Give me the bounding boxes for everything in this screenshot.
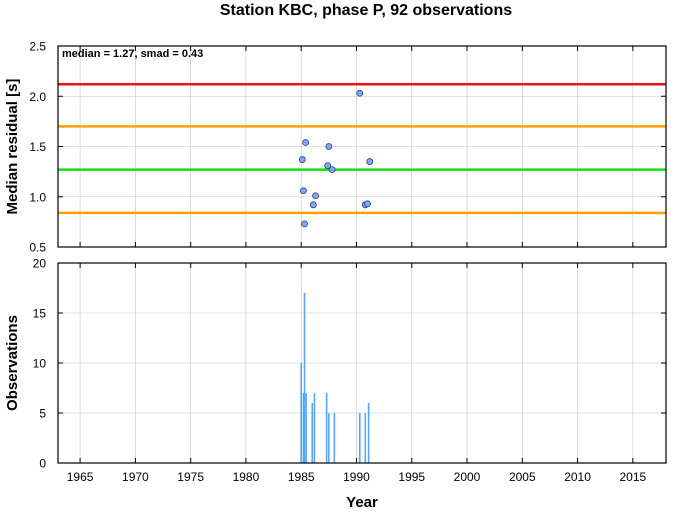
x-tick-label: 2005 xyxy=(509,470,536,484)
histogram-bar xyxy=(305,393,307,463)
x-tick-label: 2000 xyxy=(454,470,481,484)
data-point xyxy=(300,187,307,195)
x-tick-label: 2010 xyxy=(564,470,591,484)
chart-title: Station KBC, phase P, 92 observations xyxy=(220,2,512,19)
histogram-bar xyxy=(302,393,305,463)
y-tick-label: 2.0 xyxy=(29,90,46,104)
histogram-bar xyxy=(300,363,302,463)
x-tick-label: 1990 xyxy=(343,470,370,484)
x-tick-label: 1985 xyxy=(288,470,315,484)
x-tick-label: 1995 xyxy=(398,470,425,484)
data-point xyxy=(309,201,317,209)
x-tick-label: 1970 xyxy=(122,470,149,484)
y-tick-label: 1.0 xyxy=(29,190,46,204)
y-tick-label: 0 xyxy=(39,457,46,471)
histogram-bar xyxy=(364,413,367,463)
y-axis-label: Observations xyxy=(4,315,21,411)
histogram-bar xyxy=(303,293,306,463)
histogram-bar xyxy=(333,413,336,463)
data-point xyxy=(356,89,364,97)
y-tick-label: 20 xyxy=(33,257,47,271)
stats-annotation: median = 1.27, smad = 0.43 xyxy=(62,48,203,60)
y-tick-label: 15 xyxy=(33,307,47,321)
y-tick-label: 5 xyxy=(39,407,46,421)
data-point xyxy=(328,166,336,174)
data-point xyxy=(302,139,310,146)
y-tick-label: 0.5 xyxy=(29,241,46,255)
y-tick-label: 1.5 xyxy=(29,140,46,154)
data-point xyxy=(298,156,306,163)
x-tick-label: 2015 xyxy=(619,470,646,484)
histogram-bar xyxy=(358,413,361,463)
x-tick-label: 1980 xyxy=(233,470,260,484)
histogram-bar xyxy=(325,393,328,463)
histogram-bar xyxy=(313,393,316,463)
top-panel: 0.5 1.0 1.5 2.0 2.5 Median residual [s] median… xyxy=(4,40,667,255)
y-axis-label: Median residual [s] xyxy=(4,79,21,215)
data-point xyxy=(301,220,308,228)
x-tick-label: 1975 xyxy=(177,470,204,484)
y-tick-label: 2.5 xyxy=(29,40,46,54)
data-point xyxy=(312,192,319,200)
bottom-panel: 1965 1970 1975 1980 1985 1990 1995 2000 2005 2010… xyxy=(4,257,667,484)
x-tick-label: 1965 xyxy=(67,470,94,484)
plot-frame xyxy=(57,262,667,464)
data-point xyxy=(364,200,371,208)
histogram-bar xyxy=(311,403,314,463)
plot-frame xyxy=(57,45,667,248)
y-tick-label: 10 xyxy=(33,357,47,371)
histogram-bar xyxy=(328,413,330,463)
data-point xyxy=(325,143,333,150)
data-point xyxy=(324,162,332,169)
data-point xyxy=(366,158,374,165)
x-axis-label: Year xyxy=(346,494,378,511)
histogram-bar xyxy=(367,403,370,463)
